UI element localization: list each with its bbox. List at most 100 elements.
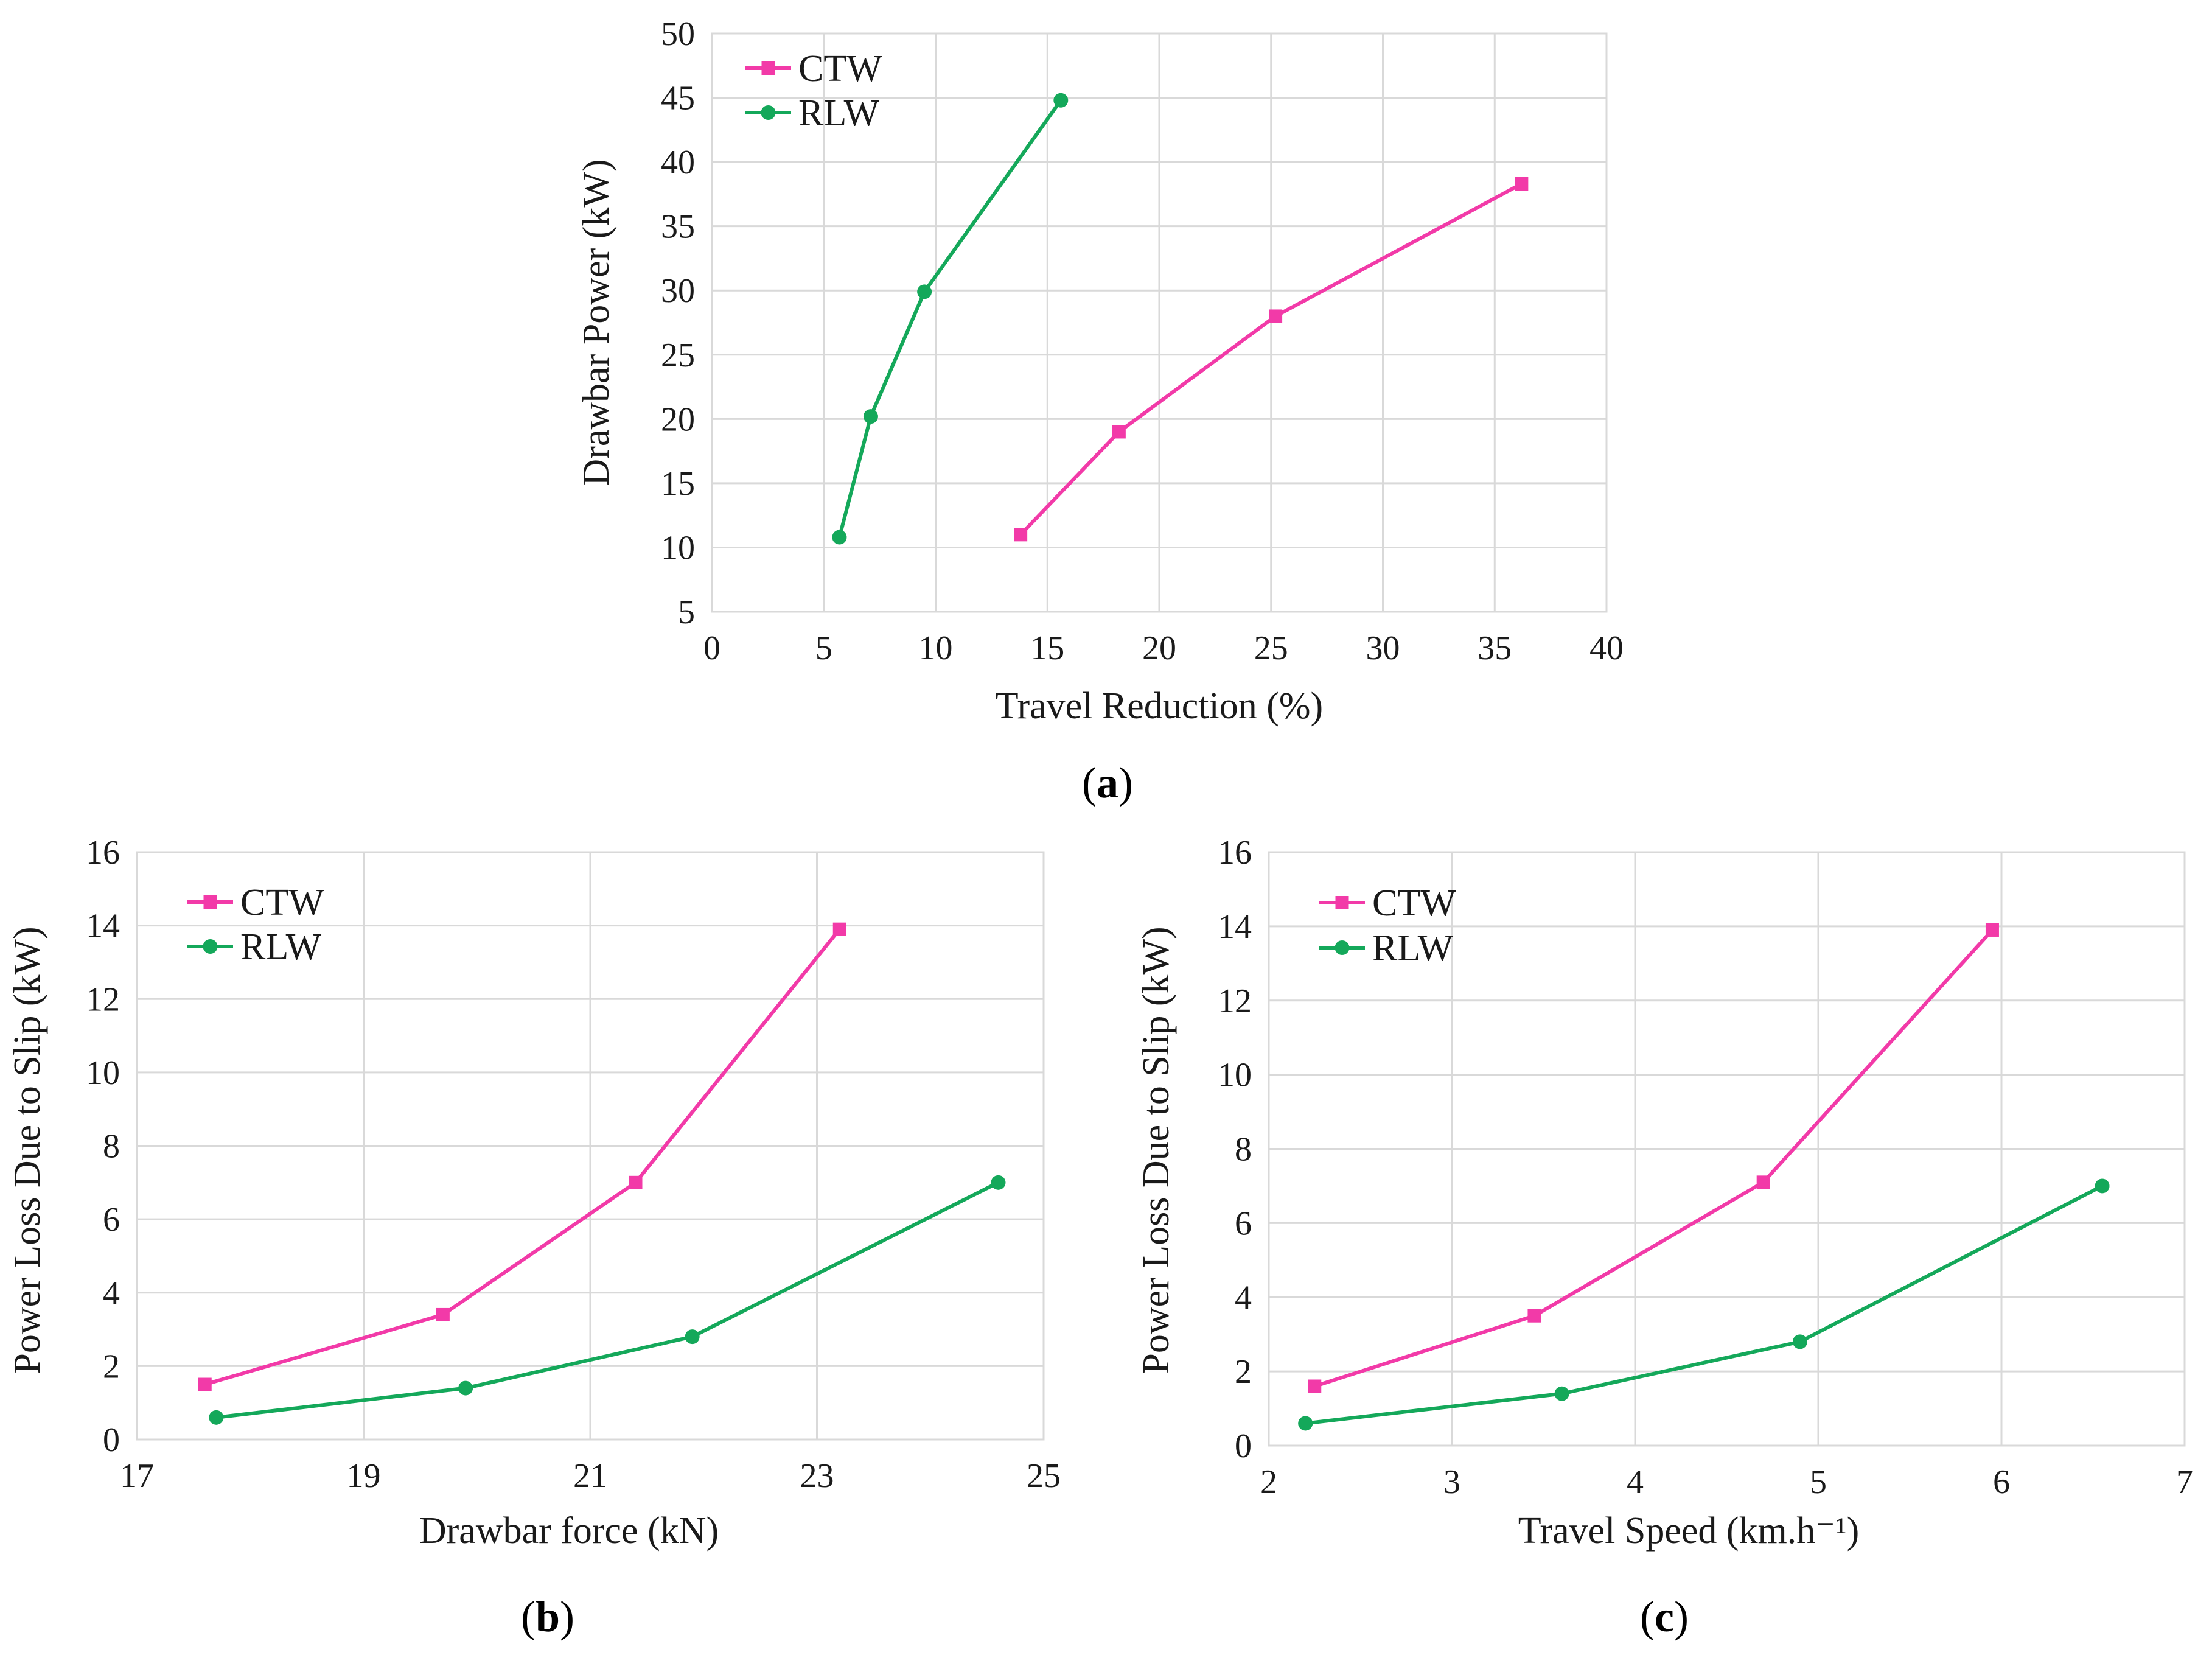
legend-label-rlw: RLW xyxy=(1372,928,1454,969)
y-tick-label: 2 xyxy=(103,1348,120,1385)
plot-frame xyxy=(1268,851,2186,1447)
y-tick-label: 6 xyxy=(103,1201,120,1239)
legend-label-ctw: CTW xyxy=(240,882,324,923)
series-line-ctw xyxy=(204,928,842,1387)
y-tick-label: 16 xyxy=(86,834,120,872)
data-point-rlw xyxy=(917,284,932,299)
data-point-rlw xyxy=(685,1329,700,1345)
y-tick-label: 10 xyxy=(1218,1057,1252,1094)
legend-label-rlw: RLW xyxy=(240,926,322,968)
y-tick-label: 10 xyxy=(661,529,695,567)
data-point-ctw xyxy=(1269,309,1283,323)
x-tick-label: 40 xyxy=(1589,629,1624,667)
x-tick-label: 20 xyxy=(1142,629,1176,667)
series-line-ctw xyxy=(1019,182,1523,536)
legend-label-rlw: RLW xyxy=(798,93,880,134)
legend-marker-ctw xyxy=(1335,896,1349,909)
x-tick-label: 7 xyxy=(2176,1463,2193,1501)
data-point-ctw xyxy=(1756,1175,1770,1189)
data-point-ctw xyxy=(198,1377,212,1391)
data-point-rlw xyxy=(832,530,847,545)
y-tick-label: 12 xyxy=(1218,982,1252,1020)
y-tick-label: 50 xyxy=(661,15,695,53)
y-axis-label: Drawbar Power (kW) xyxy=(576,159,617,486)
data-point-ctw xyxy=(1985,923,1999,937)
panel-label: (b) xyxy=(521,1592,574,1641)
legend-label-ctw: CTW xyxy=(1372,883,1456,924)
series-line-rlw xyxy=(1305,1184,2103,1426)
series-line-ctw xyxy=(1314,928,1994,1388)
panel-label: (a) xyxy=(1082,758,1133,807)
y-tick-label: 14 xyxy=(86,908,120,945)
legend-label-ctw: CTW xyxy=(798,48,882,89)
x-tick-label: 23 xyxy=(800,1457,834,1495)
series-line-rlw xyxy=(216,1181,999,1419)
data-point-rlw xyxy=(1554,1386,1569,1401)
x-tick-label: 17 xyxy=(120,1457,154,1495)
x-tick-label: 15 xyxy=(1030,629,1064,667)
data-point-rlw xyxy=(209,1410,224,1425)
y-tick-label: 12 xyxy=(86,981,120,1018)
y-tick-label: 14 xyxy=(1218,908,1252,946)
data-point-ctw xyxy=(1112,425,1126,439)
x-tick-label: 6 xyxy=(1993,1463,2010,1501)
legend-marker-rlw xyxy=(761,105,776,120)
panel-letter: a xyxy=(1097,758,1118,807)
data-point-rlw xyxy=(1298,1416,1313,1431)
x-tick-label: 19 xyxy=(347,1457,381,1495)
x-axis-label: Travel Reduction (%) xyxy=(996,685,1323,727)
chart-b: 0 2 4 6 8 10 12 14 16 17 19 21 23 25 Drawbar force (kN… xyxy=(7,834,1061,1641)
legend-marker-rlw xyxy=(1335,940,1350,955)
data-point-rlw xyxy=(863,409,878,424)
y-axis-label: Power Loss Due to Slip (kW) xyxy=(7,926,48,1374)
data-point-rlw xyxy=(991,1175,1006,1190)
x-tick-label: 4 xyxy=(1627,1463,1644,1501)
data-point-rlw xyxy=(1053,93,1069,108)
plot-frame xyxy=(136,851,1045,1441)
x-axis-label: Drawbar force (kN) xyxy=(419,1510,719,1552)
y-tick-label: 2 xyxy=(1235,1353,1252,1391)
data-point-rlw xyxy=(2095,1178,2110,1194)
y-tick-label: 4 xyxy=(103,1275,120,1312)
data-point-ctw xyxy=(1308,1379,1322,1393)
y-tick-label: 30 xyxy=(661,272,695,310)
data-point-ctw xyxy=(1014,528,1028,542)
series-line-rlw xyxy=(837,99,1062,538)
x-tick-label: 25 xyxy=(1254,629,1288,667)
y-tick-label: 8 xyxy=(1235,1131,1252,1169)
x-tick-label: 5 xyxy=(1810,1463,1827,1501)
data-point-rlw xyxy=(1792,1334,1807,1349)
panel-letter: c xyxy=(1655,1592,1674,1641)
x-tick-label: 25 xyxy=(1027,1457,1061,1495)
legend-marker-rlw xyxy=(203,939,218,954)
data-point-rlw xyxy=(458,1380,473,1396)
data-point-ctw xyxy=(832,922,846,936)
x-tick-label: 0 xyxy=(703,629,720,667)
y-tick-label: 0 xyxy=(103,1421,120,1459)
y-tick-label: 6 xyxy=(1235,1205,1252,1242)
x-tick-label: 35 xyxy=(1478,629,1512,667)
x-tick-label: 3 xyxy=(1443,1463,1460,1501)
data-point-ctw xyxy=(1527,1309,1541,1323)
y-tick-label: 0 xyxy=(1235,1427,1252,1465)
panel-label: (c) xyxy=(1640,1592,1689,1641)
y-axis-label: Power Loss Due to Slip (kW) xyxy=(1136,926,1177,1374)
y-tick-label: 25 xyxy=(661,337,695,374)
y-tick-label: 45 xyxy=(661,80,695,117)
x-tick-label: 2 xyxy=(1260,1463,1277,1501)
x-axis-label: Travel Speed (km.h⁻¹) xyxy=(1518,1510,1859,1552)
y-tick-label: 20 xyxy=(661,401,695,438)
x-tick-label: 30 xyxy=(1366,629,1400,667)
y-tick-label: 16 xyxy=(1218,834,1252,872)
x-tick-label: 5 xyxy=(815,629,832,667)
plot-frame xyxy=(711,32,1608,613)
data-point-ctw xyxy=(629,1175,643,1189)
y-tick-label: 4 xyxy=(1235,1279,1252,1317)
y-tick-label: 15 xyxy=(661,465,695,503)
data-point-ctw xyxy=(1515,177,1529,191)
y-tick-label: 8 xyxy=(103,1128,120,1166)
y-tick-label: 5 xyxy=(678,593,695,631)
